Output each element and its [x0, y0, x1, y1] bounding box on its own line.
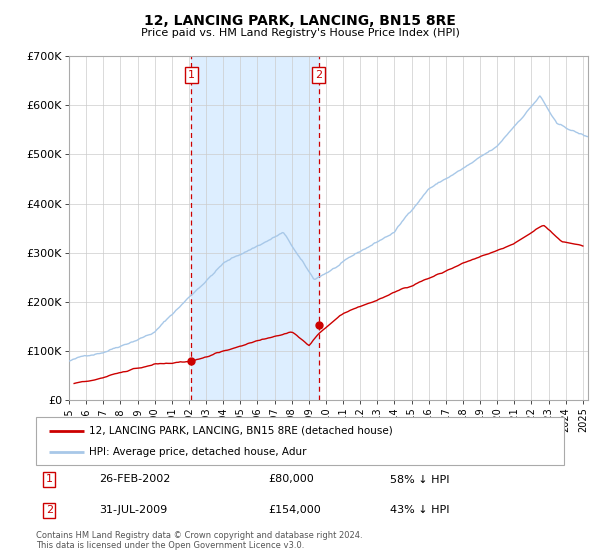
Text: 2: 2	[315, 70, 322, 80]
Text: 31-JUL-2009: 31-JUL-2009	[100, 505, 167, 515]
Text: This data is licensed under the Open Government Licence v3.0.: This data is licensed under the Open Gov…	[36, 541, 304, 550]
Bar	[191, 56, 319, 400]
Text: 2: 2	[46, 505, 53, 515]
Text: 12, LANCING PARK, LANCING, BN15 8RE (detached house): 12, LANCING PARK, LANCING, BN15 8RE (det…	[89, 426, 392, 436]
Text: 43% ↓ HPI: 43% ↓ HPI	[390, 505, 449, 515]
Text: £154,000: £154,000	[268, 505, 321, 515]
Text: 1: 1	[46, 474, 53, 484]
Text: 58% ↓ HPI: 58% ↓ HPI	[390, 474, 449, 484]
Text: HPI: Average price, detached house, Adur: HPI: Average price, detached house, Adur	[89, 447, 307, 457]
Text: £80,000: £80,000	[268, 474, 314, 484]
Text: Contains HM Land Registry data © Crown copyright and database right 2024.: Contains HM Land Registry data © Crown c…	[36, 531, 362, 540]
Text: 12, LANCING PARK, LANCING, BN15 8RE: 12, LANCING PARK, LANCING, BN15 8RE	[144, 14, 456, 28]
Text: 1: 1	[188, 70, 195, 80]
Text: Price paid vs. HM Land Registry's House Price Index (HPI): Price paid vs. HM Land Registry's House …	[140, 28, 460, 38]
Text: 26-FEB-2002: 26-FEB-2002	[100, 474, 171, 484]
